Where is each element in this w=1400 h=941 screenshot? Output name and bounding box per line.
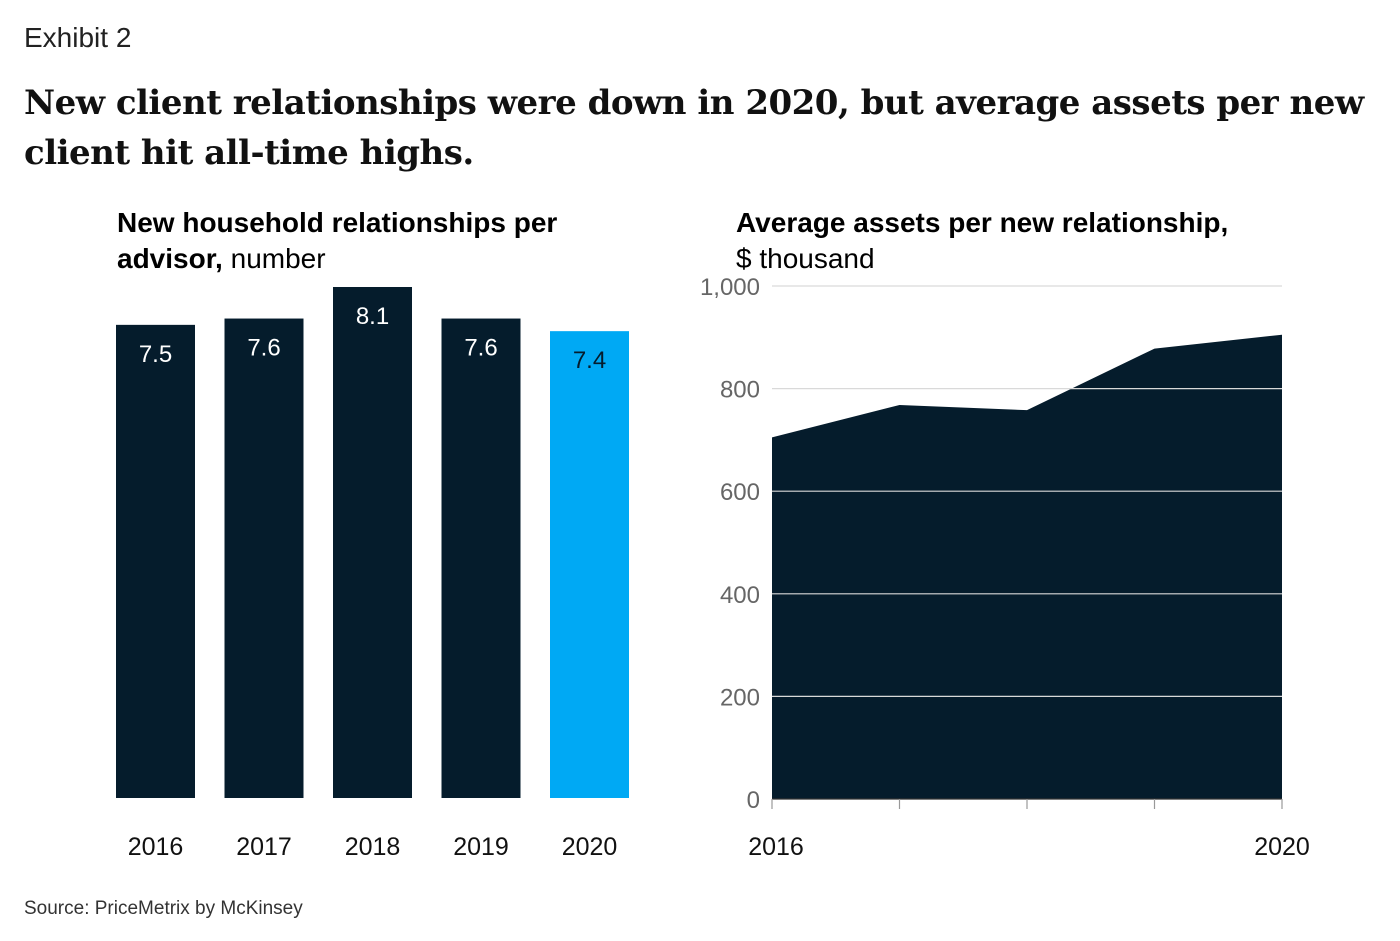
- area-chart: 0 200 400 600 800 1,000 2016 2020: [700, 274, 1310, 861]
- y-tick-label-1000: 1,000: [700, 274, 760, 301]
- x-tick-label-2019: 2019: [453, 833, 509, 861]
- area-series: [772, 334, 1282, 799]
- x-tick-label-2016: 2016: [748, 833, 804, 861]
- headline: New client relationships were down in 20…: [24, 83, 1364, 173]
- left-chart-title-unit: number: [222, 243, 326, 274]
- right-chart-title-unit: $ thousand: [736, 243, 875, 274]
- left-chart-title-main: New household relationships per advisor,: [117, 207, 558, 274]
- x-tick-label-2018: 2018: [345, 833, 401, 861]
- y-tick-label-800: 800: [720, 377, 760, 404]
- y-tick-label-600: 600: [720, 479, 760, 506]
- bar-value-label-2018: 8.1: [356, 303, 389, 330]
- bar-2018: [333, 287, 412, 798]
- y-tick-label-200: 200: [720, 684, 760, 711]
- bar-value-label-2016: 7.5: [139, 341, 172, 368]
- x-tick-label-2016: 2016: [128, 833, 184, 861]
- left-chart-title: New household relationships per advisor,…: [117, 205, 637, 277]
- bar-2020: [550, 331, 629, 798]
- y-tick-label-400: 400: [720, 582, 760, 609]
- bar-2016: [116, 324, 195, 798]
- bar-2017: [224, 318, 304, 798]
- bar-value-label-2020: 7.4: [573, 347, 606, 374]
- exhibit-label: Exhibit 2: [24, 22, 132, 53]
- bar-value-label-2017: 7.6: [247, 335, 280, 362]
- source-note: Source: PriceMetrix by McKinsey: [24, 898, 303, 919]
- bar-2019: [441, 318, 521, 798]
- right-chart-title: Average assets per new relationship, $ th…: [736, 205, 1336, 277]
- y-tick-label-0: 0: [747, 787, 760, 814]
- x-tick-label-2020: 2020: [1254, 833, 1310, 861]
- x-tick-label-2017: 2017: [236, 833, 292, 861]
- right-chart-title-main: Average assets per new relationship,: [736, 207, 1229, 238]
- bar-chart: 7.5 2016 7.6 2017 8.1 2018 7.6 2019 7.4 2020: [116, 287, 629, 861]
- bar-value-label-2019: 7.6: [464, 335, 497, 362]
- x-tick-label-2020: 2020: [562, 833, 618, 861]
